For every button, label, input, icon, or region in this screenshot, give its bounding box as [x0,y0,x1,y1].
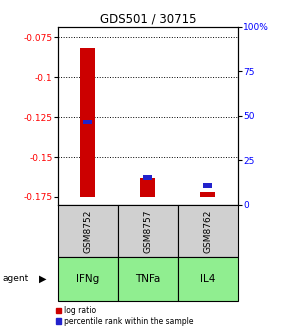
Text: agent: agent [3,275,29,283]
Title: GDS501 / 30715: GDS501 / 30715 [100,13,196,26]
Bar [118,205,178,257]
Bar [178,257,238,301]
Bar [203,183,212,188]
Bar [84,120,93,124]
Bar [178,205,238,257]
Text: IFNg: IFNg [76,274,99,284]
Bar [118,257,178,301]
Text: TNFa: TNFa [135,274,161,284]
Bar [140,178,155,197]
Text: GSM8752: GSM8752 [84,209,93,253]
Bar [80,48,95,197]
Text: GSM8757: GSM8757 [143,209,153,253]
Text: IL4: IL4 [200,274,215,284]
Bar [58,257,118,301]
Bar [200,192,215,197]
Text: ▶: ▶ [39,274,47,284]
Bar [143,175,153,180]
Legend: log ratio, percentile rank within the sample: log ratio, percentile rank within the sa… [56,306,194,326]
Bar [58,205,118,257]
Text: GSM8762: GSM8762 [203,209,212,253]
